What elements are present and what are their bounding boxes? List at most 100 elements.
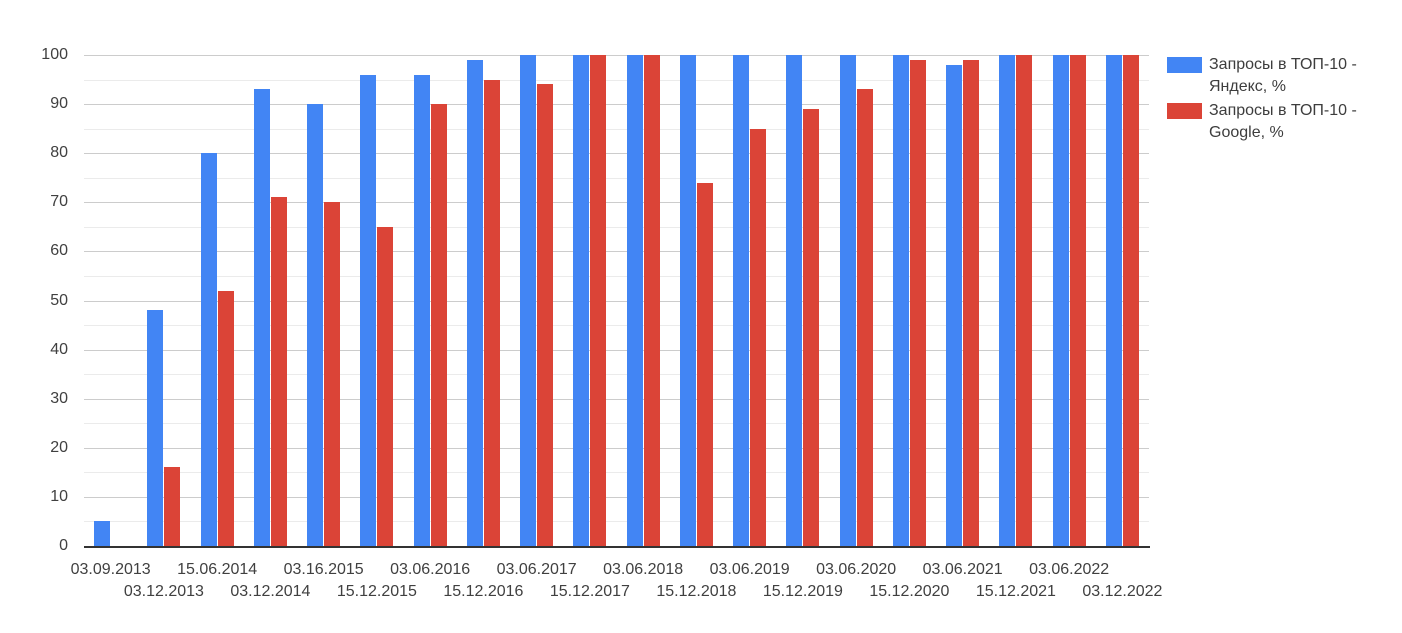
x-tick-label-15.12.2017: 15.12.2017 (549, 583, 630, 600)
x-tick-label-03.06.2019: 03.06.2019 (709, 561, 790, 578)
bar-yandex-15.12.2015[interactable] (360, 75, 377, 546)
bar-google-15.12.2015[interactable] (377, 227, 394, 546)
gridline-40 (84, 349, 1149, 351)
bar-yandex-03.06.2018[interactable] (626, 55, 643, 546)
y-tick-label-20: 20 (50, 438, 68, 456)
bar-google-03.06.2018[interactable] (643, 55, 660, 546)
y-tick-label-0: 0 (59, 537, 68, 554)
y-tick-label-50: 50 (50, 291, 68, 309)
x-tick-label-03.12.2022: 03.12.2022 (1082, 583, 1163, 600)
minor-gridline-95 (84, 79, 1149, 81)
plot-area (84, 55, 1149, 546)
minor-gridline-75 (84, 177, 1149, 179)
bar-google-03.06.2016[interactable] (430, 104, 447, 546)
bar-yandex-15.12.2021[interactable] (999, 55, 1016, 546)
bar-yandex-03.06.2019[interactable] (733, 55, 750, 546)
bar-yandex-15.12.2018[interactable] (679, 55, 696, 546)
bar-yandex-15.12.2016[interactable] (466, 60, 483, 546)
x-tick-label-15.12.2018: 15.12.2018 (656, 583, 737, 600)
legend-label-google-line2: Google, % (1209, 124, 1284, 141)
bar-google-03.06.2020[interactable] (856, 89, 873, 546)
bar-google-15.06.2014[interactable] (217, 291, 234, 546)
bar-yandex-03.12.2013[interactable] (147, 310, 164, 546)
y-tick-label-100: 100 (41, 46, 68, 63)
minor-gridline-35 (84, 374, 1149, 376)
x-tick-label-03.06.2018: 03.06.2018 (603, 561, 684, 578)
bar-yandex-03.12.2014[interactable] (253, 89, 270, 546)
bar-google-03.12.2013[interactable] (164, 467, 181, 546)
x-tick-label-03.16.2015: 03.16.2015 (283, 561, 364, 578)
gridline-60 (84, 251, 1149, 253)
x-tick-label-15.12.2020: 15.12.2020 (869, 583, 950, 600)
minor-gridline-65 (84, 226, 1149, 228)
legend-label-google: Запросы в ТОП-10 - Google, % (1209, 100, 1357, 144)
x-tick-label-15.12.2019: 15.12.2019 (762, 583, 843, 600)
bar-google-03.06.2019[interactable] (750, 129, 767, 546)
x-tick-label-15.06.2014: 15.06.2014 (177, 561, 258, 578)
minor-gridline-55 (84, 275, 1149, 277)
gridline-80 (84, 153, 1149, 155)
x-axis-baseline (84, 546, 1150, 548)
bar-yandex-15.12.2019[interactable] (786, 55, 803, 546)
bar-yandex-15.12.2017[interactable] (573, 55, 590, 546)
gridline-100 (84, 55, 1149, 56)
minor-gridline-85 (84, 128, 1149, 130)
bar-yandex-03.06.2016[interactable] (413, 75, 430, 546)
x-tick-label-03.12.2013: 03.12.2013 (123, 583, 204, 600)
y-tick-label-80: 80 (50, 144, 68, 162)
x-tick-label-03.12.2014: 03.12.2014 (230, 583, 311, 600)
legend-label-yandex-line2: Яндекс, % (1209, 78, 1286, 95)
x-tick-label-03.06.2017: 03.06.2017 (496, 561, 577, 578)
x-tick-label-03.06.2016: 03.06.2016 (390, 561, 471, 578)
bar-yandex-15.06.2014[interactable] (200, 153, 217, 546)
gridline-20 (84, 447, 1149, 449)
bar-google-15.12.2017[interactable] (590, 55, 607, 546)
legend-swatch-google-icon (1167, 103, 1202, 119)
legend-swatch-yandex-icon (1167, 57, 1202, 73)
bar-google-03.12.2014[interactable] (270, 197, 287, 546)
legend-item-google: Запросы в ТОП-10 - Google, % (1167, 100, 1397, 144)
bar-google-03.12.2022[interactable] (1122, 55, 1139, 546)
bar-google-15.12.2018[interactable] (696, 183, 713, 546)
x-tick-label-03.06.2021: 03.06.2021 (922, 561, 1003, 578)
bar-yandex-03.09.2013[interactable] (94, 521, 111, 546)
bar-yandex-03.06.2022[interactable] (1052, 55, 1069, 546)
gridline-30 (84, 398, 1149, 400)
bar-yandex-03.06.2017[interactable] (520, 55, 537, 546)
x-tick-label-03.06.2022: 03.06.2022 (1029, 561, 1110, 578)
bar-yandex-03.12.2022[interactable] (1105, 55, 1122, 546)
minor-gridline-5 (84, 521, 1149, 523)
bar-yandex-03.16.2015[interactable] (307, 104, 324, 546)
x-tick-label-03.09.2013: 03.09.2013 (70, 561, 151, 578)
bar-google-03.06.2017[interactable] (537, 84, 554, 546)
minor-gridline-45 (84, 325, 1149, 327)
x-tick-label-15.12.2021: 15.12.2021 (975, 583, 1056, 600)
minor-gridline-25 (84, 423, 1149, 425)
bar-google-15.12.2019[interactable] (803, 109, 820, 546)
y-tick-label-30: 30 (50, 389, 68, 407)
bar-yandex-03.06.2021[interactable] (946, 65, 963, 546)
legend-label-google-line1: Запросы в ТОП-10 - (1209, 102, 1357, 119)
bar-google-15.12.2016[interactable] (483, 80, 500, 546)
y-tick-label-70: 70 (50, 193, 68, 211)
bar-google-03.06.2022[interactable] (1069, 55, 1086, 546)
gridline-10 (84, 496, 1149, 498)
legend-label-yandex: Запросы в ТОП-10 - Яндекс, % (1209, 54, 1357, 98)
bar-google-03.16.2015[interactable] (324, 202, 341, 546)
minor-gridline-15 (84, 472, 1149, 474)
x-tick-label-15.12.2016: 15.12.2016 (443, 583, 524, 600)
gridline-90 (84, 104, 1149, 106)
y-tick-label-90: 90 (50, 95, 68, 113)
x-tick-label-15.12.2015: 15.12.2015 (336, 583, 417, 600)
y-tick-label-40: 40 (50, 340, 68, 358)
gridline-70 (84, 202, 1149, 204)
bar-google-15.12.2021[interactable] (1016, 55, 1033, 546)
bar-google-15.12.2020[interactable] (909, 60, 926, 546)
bar-yandex-03.06.2020[interactable] (839, 55, 856, 546)
legend-label-yandex-line1: Запросы в ТОП-10 - (1209, 56, 1357, 73)
y-tick-label-10: 10 (50, 487, 68, 505)
bar-google-03.06.2021[interactable] (963, 60, 980, 546)
bar-yandex-15.12.2020[interactable] (892, 55, 909, 546)
legend-item-yandex: Запросы в ТОП-10 - Яндекс, % (1167, 54, 1397, 98)
